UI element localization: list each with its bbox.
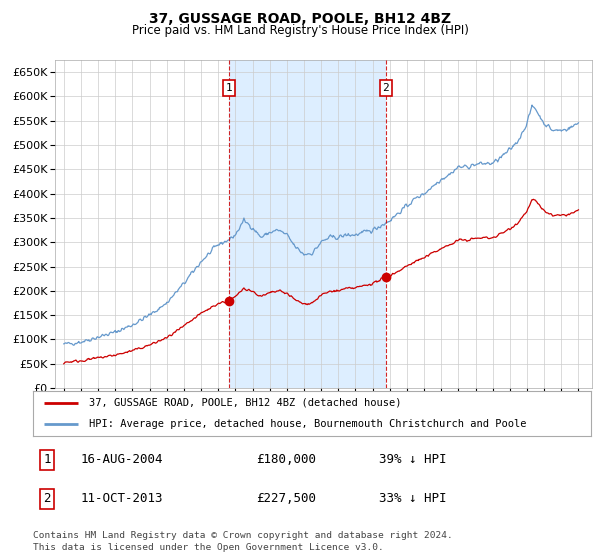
Text: 2: 2 (43, 492, 50, 505)
Text: 11-OCT-2013: 11-OCT-2013 (80, 492, 163, 505)
Text: HPI: Average price, detached house, Bournemouth Christchurch and Poole: HPI: Average price, detached house, Bour… (89, 419, 526, 430)
Text: 37, GUSSAGE ROAD, POOLE, BH12 4BZ (detached house): 37, GUSSAGE ROAD, POOLE, BH12 4BZ (detac… (89, 398, 401, 408)
Bar (229, 60, 386, 388)
Text: 2: 2 (383, 83, 389, 93)
Text: 33% ↓ HPI: 33% ↓ HPI (379, 492, 446, 505)
Text: Contains HM Land Registry data © Crown copyright and database right 2024.: Contains HM Land Registry data © Crown c… (33, 531, 453, 540)
Text: 16-AUG-2004: 16-AUG-2004 (80, 453, 163, 466)
Text: 37, GUSSAGE ROAD, POOLE, BH12 4BZ: 37, GUSSAGE ROAD, POOLE, BH12 4BZ (149, 12, 451, 26)
Text: This data is licensed under the Open Government Licence v3.0.: This data is licensed under the Open Gov… (33, 543, 384, 552)
Text: £180,000: £180,000 (256, 453, 316, 466)
Text: 1: 1 (43, 453, 50, 466)
Text: £227,500: £227,500 (256, 492, 316, 505)
Text: 39% ↓ HPI: 39% ↓ HPI (379, 453, 446, 466)
Text: Price paid vs. HM Land Registry's House Price Index (HPI): Price paid vs. HM Land Registry's House … (131, 24, 469, 37)
Text: 1: 1 (226, 83, 232, 93)
